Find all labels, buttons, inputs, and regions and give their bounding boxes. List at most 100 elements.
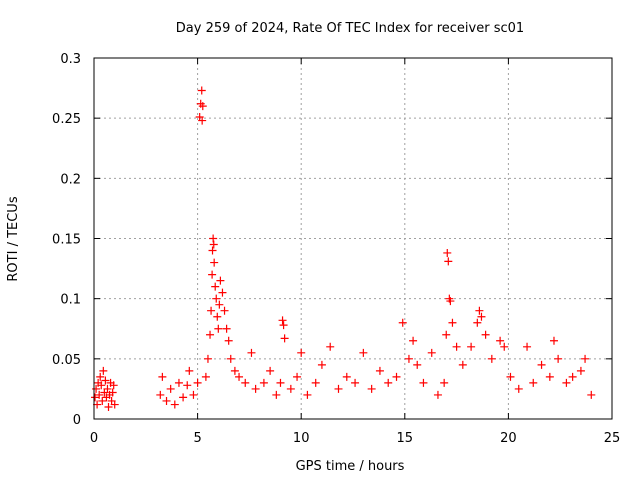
- data-point: [109, 381, 118, 390]
- data-points: [91, 86, 596, 411]
- y-tick-label: 0: [73, 413, 81, 428]
- data-point: [214, 324, 223, 333]
- data-point: [473, 318, 482, 327]
- data-point: [487, 354, 496, 363]
- data-point: [549, 336, 558, 345]
- y-tick-label: 0.05: [52, 353, 81, 368]
- data-point: [440, 378, 449, 387]
- data-point: [162, 396, 171, 405]
- data-point: [179, 393, 188, 402]
- x-tick-label: 20: [500, 431, 517, 446]
- data-point: [101, 376, 110, 385]
- data-point: [201, 372, 210, 381]
- data-point: [193, 378, 202, 387]
- data-point: [206, 330, 215, 339]
- data-point: [297, 348, 306, 357]
- data-point: [384, 378, 393, 387]
- data-point: [351, 378, 360, 387]
- data-point: [587, 390, 596, 399]
- data-point: [446, 297, 455, 306]
- data-point: [241, 378, 250, 387]
- data-point: [448, 318, 457, 327]
- data-point: [392, 372, 401, 381]
- data-point: [212, 294, 221, 303]
- data-point: [209, 234, 218, 243]
- data-point: [104, 402, 113, 411]
- data-point: [230, 366, 239, 375]
- data-point: [311, 378, 320, 387]
- data-point: [198, 116, 207, 125]
- data-point: [215, 300, 224, 309]
- data-point: [280, 334, 289, 343]
- axis-ticks: 0 5 10 15 20 25 0 0.05 0.1 0.15 0.2 0.25 0.3: [52, 52, 620, 446]
- data-point: [444, 257, 453, 266]
- data-point: [95, 390, 104, 399]
- data-point: [477, 312, 486, 321]
- data-point: [568, 372, 577, 381]
- x-tick-label: 0: [90, 431, 98, 446]
- data-point: [208, 270, 217, 279]
- data-point: [189, 390, 198, 399]
- data-point: [286, 384, 295, 393]
- data-point: [185, 366, 194, 375]
- data-point: [359, 348, 368, 357]
- data-point: [404, 354, 413, 363]
- data-point: [496, 336, 505, 345]
- data-point: [545, 372, 554, 381]
- data-point: [183, 381, 192, 390]
- data-point: [247, 348, 256, 357]
- data-point: [266, 366, 275, 375]
- data-point: [367, 384, 376, 393]
- data-point: [220, 306, 229, 315]
- data-point: [208, 246, 217, 255]
- data-point: [156, 390, 165, 399]
- data-point: [259, 378, 268, 387]
- x-tick-label: 5: [193, 431, 201, 446]
- data-point: [303, 390, 312, 399]
- y-tick-label: 0.25: [52, 112, 81, 127]
- x-tick-label: 10: [293, 431, 310, 446]
- data-point: [91, 393, 100, 402]
- data-point: [529, 378, 538, 387]
- data-point: [562, 378, 571, 387]
- data-point: [96, 372, 105, 381]
- data-point: [251, 384, 260, 393]
- data-point: [293, 372, 302, 381]
- data-point: [326, 342, 335, 351]
- data-point: [108, 388, 117, 397]
- x-axis-title: GPS time / hours: [296, 459, 405, 474]
- data-point: [210, 258, 219, 267]
- data-point: [576, 366, 585, 375]
- data-point: [158, 372, 167, 381]
- data-point: [211, 282, 220, 291]
- data-point: [467, 342, 476, 351]
- chart-title: Day 259 of 2024, Rate Of TEC Index for r…: [176, 21, 524, 36]
- data-point: [103, 384, 112, 393]
- y-axis-title: ROTI / TECUs: [6, 196, 21, 281]
- x-tick-label: 25: [604, 431, 621, 446]
- data-point: [581, 354, 590, 363]
- y-tick-label: 0.15: [52, 233, 81, 248]
- data-point: [523, 342, 532, 351]
- data-point: [276, 378, 285, 387]
- data-point: [218, 288, 227, 297]
- data-point: [334, 384, 343, 393]
- data-point: [197, 86, 206, 95]
- data-point: [235, 372, 244, 381]
- data-point: [222, 324, 231, 333]
- data-point: [409, 336, 418, 345]
- data-point: [226, 354, 235, 363]
- data-point: [98, 396, 107, 405]
- x-tick-label: 15: [397, 431, 414, 446]
- y-tick-label: 0.2: [60, 172, 81, 187]
- data-point: [203, 354, 212, 363]
- data-point: [224, 336, 233, 345]
- data-point: [537, 360, 546, 369]
- data-point: [442, 330, 451, 339]
- data-point: [170, 400, 179, 409]
- data-point: [554, 354, 563, 363]
- data-point: [506, 372, 515, 381]
- data-point: [481, 330, 490, 339]
